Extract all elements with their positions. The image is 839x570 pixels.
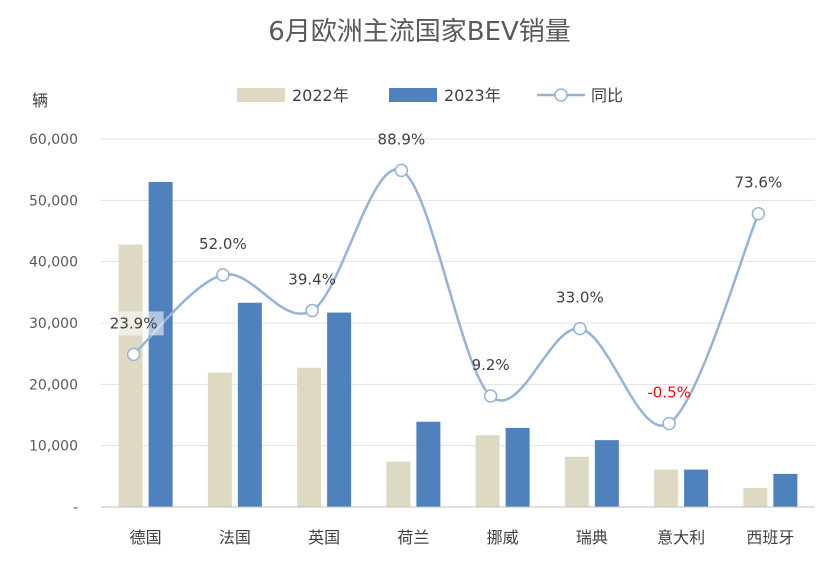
x-tick-label: 荷兰 — [397, 528, 429, 547]
yoy-point — [483, 389, 498, 403]
yoy-point — [751, 206, 766, 221]
yoy-point — [126, 347, 141, 362]
x-tick-label: 英国 — [308, 528, 340, 547]
legend-label-yoy: 同比 — [591, 86, 623, 105]
yoy-data-label: -0.5% — [647, 383, 691, 401]
x-tick-label: 意大利 — [657, 528, 705, 547]
x-tick-label: 挪威 — [487, 528, 519, 547]
bar-2023 — [594, 440, 619, 507]
yoy-point — [305, 303, 319, 318]
bar-2023 — [237, 302, 262, 507]
y-tick-label: 40,000 — [29, 255, 78, 271]
bar-2022 — [118, 244, 143, 507]
x-tick-label: 德国 — [130, 528, 162, 547]
bar-2022 — [654, 469, 679, 507]
x-tick-label: 瑞典 — [576, 528, 608, 547]
data-label-backdrop — [103, 311, 164, 336]
y-tick-label: 30,000 — [29, 316, 78, 332]
data-labels: 23.9% 52.0% 39.4% 88.9% 9.2% 33.0% -0.5% 73.6% — [103, 130, 783, 401]
bar-2022 — [386, 461, 411, 507]
bars — [118, 181, 798, 507]
bar-2023 — [505, 427, 530, 507]
legend-swatch-2022 — [237, 88, 285, 102]
legend-label-2023: 2023年 — [444, 86, 501, 105]
legend: 2022年 2023年 同比 — [237, 86, 623, 105]
yoy-point — [662, 416, 676, 431]
y-tick-label: 50,000 — [29, 193, 78, 209]
legend-swatch-2023 — [389, 88, 437, 102]
yoy-data-label: 23.9% — [110, 314, 158, 332]
bar-2023 — [684, 469, 709, 507]
chart-title: 6月欧洲主流国家BEV销量 — [268, 17, 571, 47]
yoy-data-label: 9.2% — [472, 356, 510, 374]
axes: - 10,000 20,000 30,000 40,000 50,000 60,000 德国 法… — [29, 132, 815, 547]
yoy-data-label: 39.4% — [288, 271, 336, 289]
yoy-point — [216, 268, 230, 282]
yoy-point — [573, 321, 587, 336]
bar-2022 — [475, 435, 500, 507]
y-tick-label: - — [73, 500, 78, 516]
bar-2022 — [564, 456, 589, 507]
x-tick-label: 法国 — [219, 528, 251, 547]
bar-2023 — [148, 181, 173, 507]
bar-2022 — [207, 372, 232, 507]
y-tick-label: 60,000 — [29, 132, 78, 148]
bar-2022 — [297, 367, 322, 507]
legend-label-2022: 2022年 — [292, 86, 349, 105]
legend-marker-yoy — [554, 88, 568, 102]
bar-2022 — [743, 487, 768, 507]
bar-2023 — [327, 312, 352, 507]
x-tick-label: 西班牙 — [746, 528, 794, 547]
yoy-data-label: 73.6% — [735, 174, 783, 192]
yoy-data-label: 88.9% — [378, 130, 426, 148]
y-tick-label: 20,000 — [29, 377, 78, 393]
y-tick-label: 10,000 — [29, 439, 78, 455]
yoy-line-series — [126, 163, 766, 431]
yoy-point — [394, 163, 409, 178]
yoy-data-label: 52.0% — [199, 235, 247, 253]
yoy-data-label: 33.0% — [556, 289, 604, 307]
bar-2023 — [773, 473, 798, 507]
y-axis-unit: 辆 — [32, 91, 48, 110]
bar-2023 — [416, 421, 441, 507]
